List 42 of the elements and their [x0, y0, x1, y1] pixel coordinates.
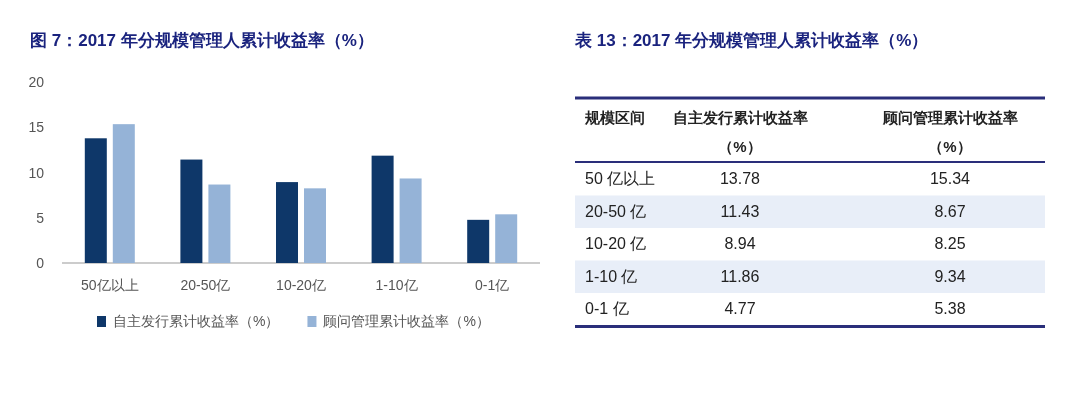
bar: [399, 178, 422, 263]
text: 11.43: [720, 202, 760, 220]
text: 表 13：2017 年分规模管理人累计收益率（%）: [574, 31, 929, 50]
chart-title: 图 7：2017 年分规模管理人累计收益率（%）: [30, 31, 374, 50]
y-tick-label: 5: [36, 209, 45, 226]
text: 9.34: [934, 267, 966, 285]
text: 10-20 亿: [585, 235, 647, 252]
y-tick-label: 15: [28, 119, 45, 136]
bar: [276, 182, 298, 263]
x-tick-label: 50亿以上: [81, 277, 139, 293]
bar: [467, 219, 490, 263]
bar: [371, 155, 394, 263]
text: 50 亿以上: [585, 170, 656, 187]
bar: [84, 138, 107, 263]
x-tick-label: 20-50亿: [180, 277, 231, 293]
y-tick-label: 20: [28, 74, 45, 90]
bar: [112, 124, 135, 263]
text: 13.78: [719, 170, 761, 187]
bar: [208, 184, 231, 263]
text: 8.67: [934, 202, 966, 220]
bar: [180, 159, 203, 263]
x-tick-label: 0-1亿: [475, 277, 510, 293]
x-tick-label: 10-20亿: [276, 277, 326, 293]
text: 1-10 亿: [585, 267, 638, 285]
text: 20-50 亿: [585, 202, 647, 220]
text: 顾问管理累计收益率（%）: [881, 109, 1018, 155]
text: 8.94: [724, 235, 756, 252]
text: 4.77: [724, 300, 756, 317]
text: 0-1 亿: [585, 300, 629, 317]
x-tick-label: 1-10亿: [375, 277, 418, 293]
text: 15.34: [929, 170, 971, 187]
text: 11.86: [720, 267, 760, 285]
text: 8.25: [934, 235, 966, 252]
legend-label: 顾问管理累计收益率（%）: [323, 313, 490, 329]
bar: [495, 214, 518, 263]
text: 5.38: [934, 300, 966, 317]
legend-label: 自主发行累计收益率（%）: [113, 313, 280, 329]
text: 规模区间: [584, 109, 645, 126]
y-tick-label: 10: [28, 164, 45, 181]
text: 自主发行累计收益率（%）: [672, 109, 808, 155]
bar: [304, 188, 326, 263]
y-tick-label: 0: [36, 255, 45, 271]
